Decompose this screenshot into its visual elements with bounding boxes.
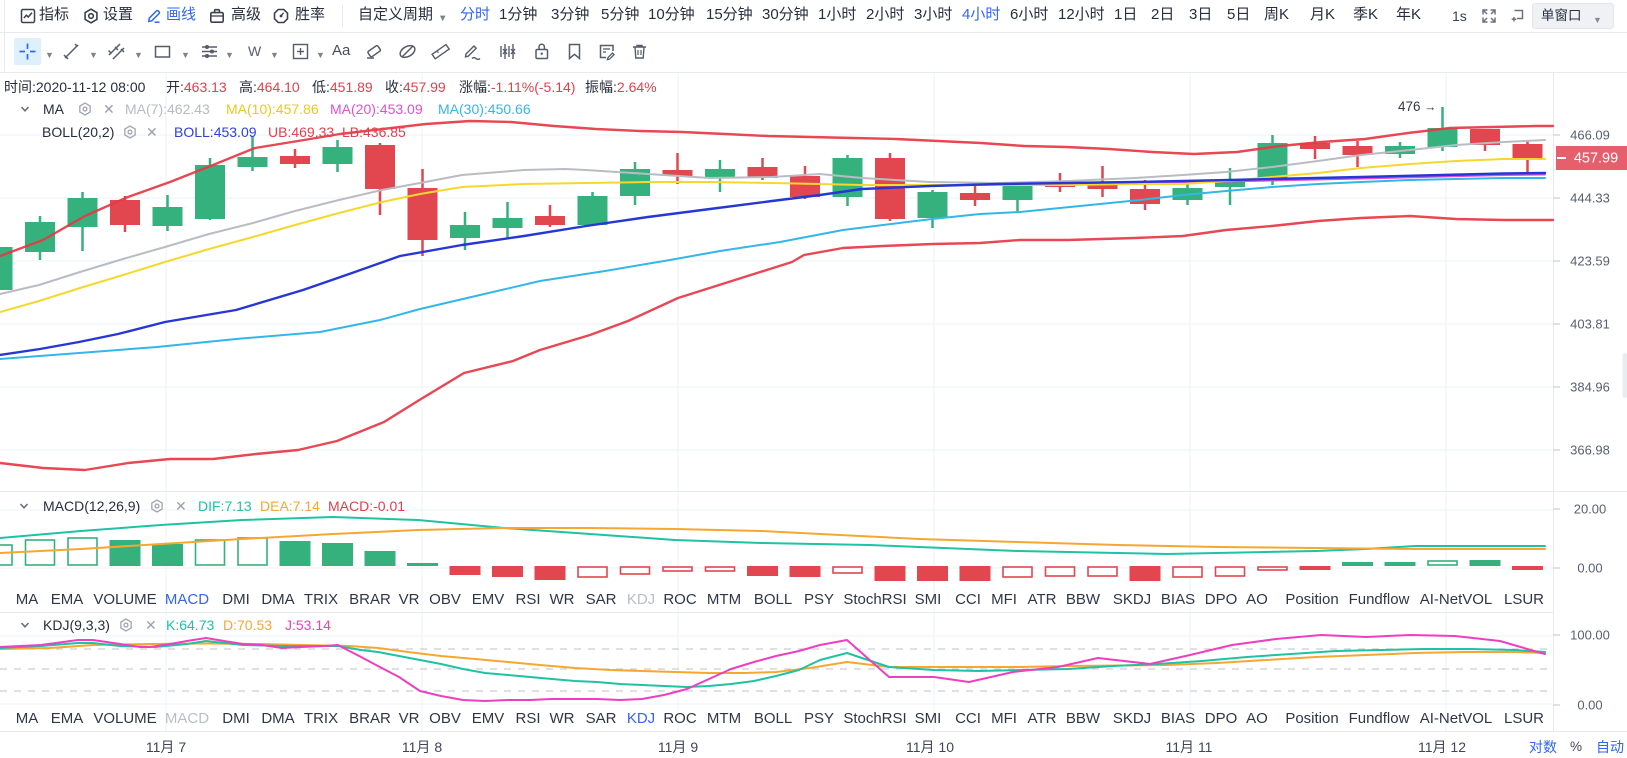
svg-text:403.81: 403.81 (1570, 317, 1610, 332)
svg-text:444.33: 444.33 (1570, 191, 1610, 206)
svg-text:W: W (248, 43, 262, 59)
svg-text:→: → (1424, 100, 1437, 114)
svg-text:100.00: 100.00 (1570, 628, 1610, 643)
svg-text:366.98: 366.98 (1570, 443, 1610, 458)
svg-text:0.00: 0.00 (1577, 561, 1602, 576)
svg-text:476: 476 (1398, 99, 1421, 114)
svg-text:457.99: 457.99 (1574, 151, 1618, 167)
svg-text:466.09: 466.09 (1570, 128, 1610, 143)
svg-text:384.96: 384.96 (1570, 380, 1610, 395)
svg-text:20.00: 20.00 (1574, 502, 1607, 517)
svg-text:423.59: 423.59 (1570, 254, 1610, 269)
svg-text:0.00: 0.00 (1577, 698, 1602, 713)
